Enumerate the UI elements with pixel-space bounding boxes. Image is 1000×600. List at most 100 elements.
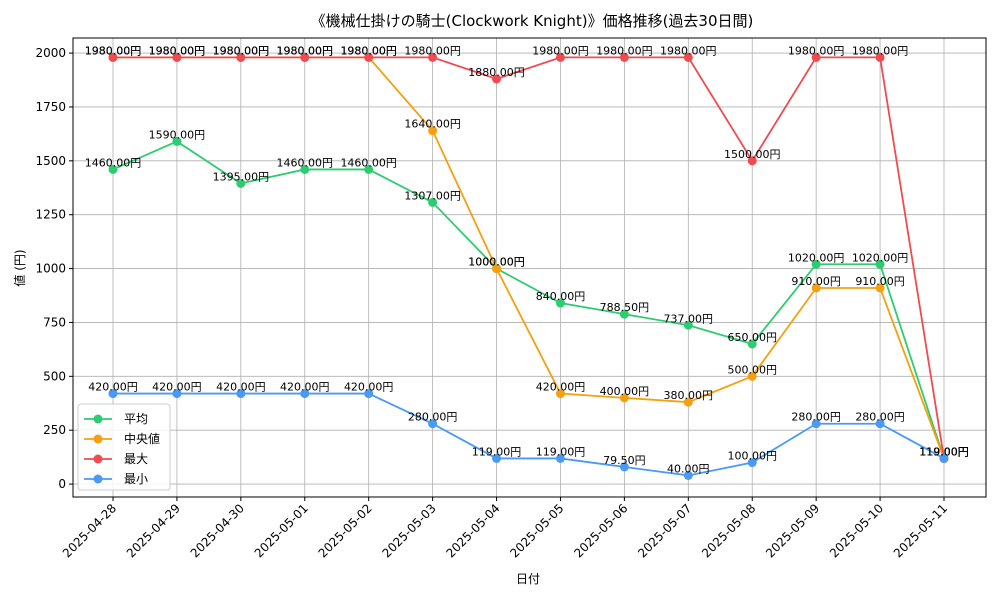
data-label: 119.00円 [919, 445, 969, 458]
data-label: 420.00円 [152, 381, 202, 394]
data-label: 1880.00円 [468, 66, 525, 79]
data-label: 840.00円 [536, 290, 586, 303]
data-point [364, 164, 374, 174]
data-label: 280.00円 [791, 411, 841, 424]
data-point [300, 164, 310, 174]
data-label: 1020.00円 [788, 251, 845, 264]
data-point [492, 74, 502, 84]
data-point [364, 389, 374, 399]
y-axis-label: 値 (円) [12, 249, 27, 286]
data-label: 910.00円 [855, 275, 905, 288]
data-point [875, 283, 885, 293]
data-label: 119.00円 [472, 445, 522, 458]
data-label: 420.00円 [536, 381, 586, 394]
data-label: 1980.00円 [532, 44, 589, 57]
data-label: 40.00円 [667, 462, 710, 475]
data-label: 1000.00円 [468, 256, 525, 269]
data-label: 1980.00円 [149, 44, 206, 57]
data-label: 1460.00円 [340, 156, 397, 169]
data-label: 1980.00円 [85, 44, 142, 57]
data-label: 119.00円 [536, 445, 586, 458]
data-point [555, 298, 565, 308]
data-label: 400.00円 [600, 385, 650, 398]
data-label: 119.00円 [919, 445, 969, 458]
data-point [811, 419, 821, 429]
data-point [108, 164, 118, 174]
y-tick-label: 250 [43, 423, 66, 437]
data-point [108, 389, 118, 399]
data-point [108, 52, 118, 62]
data-point [236, 389, 246, 399]
data-label: 1980.00円 [852, 44, 909, 57]
data-label: 910.00円 [791, 275, 841, 288]
data-point [875, 259, 885, 269]
legend-marker [93, 454, 103, 464]
data-label: 1640.00円 [404, 118, 461, 131]
data-point [555, 389, 565, 399]
legend-label: 中央値 [124, 431, 160, 446]
data-point [172, 52, 182, 62]
data-label: 1590.00円 [149, 128, 206, 141]
data-label: 280.00円 [408, 411, 458, 424]
data-label: 420.00円 [88, 381, 138, 394]
data-label: 650.00円 [727, 331, 777, 344]
data-label: 737.00円 [664, 312, 714, 325]
series-line [113, 56, 945, 459]
data-label: 1980.00円 [85, 44, 142, 57]
data-label: 1980.00円 [788, 44, 845, 57]
data-label: 420.00円 [216, 381, 266, 394]
legend-box [77, 403, 171, 491]
data-point [875, 52, 885, 62]
data-label: 1980.00円 [149, 44, 206, 57]
y-tick-label: 500 [43, 369, 66, 383]
data-label: 1395.00円 [213, 170, 270, 183]
data-point [811, 259, 821, 269]
data-point [555, 52, 565, 62]
data-point [747, 156, 757, 166]
data-point [492, 264, 502, 274]
data-label: 1980.00円 [277, 44, 334, 57]
data-point [619, 52, 629, 62]
legend-label: 平均 [124, 412, 148, 426]
series-layer [108, 52, 949, 480]
legend-marker [93, 434, 103, 444]
data-label: 420.00円 [280, 381, 330, 394]
y-tick-label: 2000 [35, 46, 66, 60]
data-label: 79.50円 [603, 454, 646, 467]
data-point [236, 52, 246, 62]
chart-title: 《機械仕掛けの騎士(Clockwork Knight)》価格推移(過去30日間) [311, 12, 754, 30]
y-tick-label: 0 [58, 477, 66, 491]
data-label: 380.00円 [664, 389, 714, 402]
data-point [300, 389, 310, 399]
legend-label: 最小 [124, 472, 148, 486]
data-point [300, 52, 310, 62]
y-tick-label: 1500 [35, 154, 66, 168]
data-label: 100.00円 [727, 450, 777, 463]
legend-label: 最大 [124, 452, 148, 466]
x-axis-label: 日付 [516, 572, 540, 586]
y-tick-label: 1000 [35, 262, 66, 276]
data-label: 500.00円 [727, 363, 777, 376]
data-point [747, 371, 757, 381]
series-line [112, 140, 945, 459]
data-label: 1980.00円 [404, 44, 461, 57]
data-point [747, 458, 757, 468]
data-point [875, 419, 885, 429]
data-label: 119.00円 [919, 445, 969, 458]
data-label: 1980.00円 [660, 44, 717, 57]
series-最小 [108, 389, 949, 480]
data-point [236, 178, 246, 188]
legend-marker [93, 474, 103, 484]
data-point [683, 397, 693, 407]
data-point [172, 136, 182, 146]
legend-marker [93, 414, 103, 424]
data-label: 1980.00円 [340, 44, 397, 57]
data-label: 1980.00円 [596, 44, 653, 57]
data-point [428, 126, 438, 136]
data-label: 1980.00円 [213, 44, 270, 57]
data-label: 1500.00円 [724, 148, 781, 161]
data-label: 1980.00円 [213, 44, 270, 57]
data-point [364, 52, 374, 62]
data-label: 280.00円 [855, 411, 905, 424]
